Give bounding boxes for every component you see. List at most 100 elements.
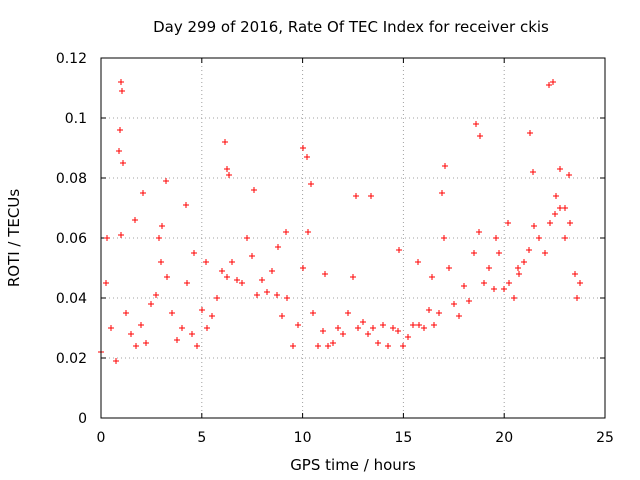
data-point [431,322,437,328]
data-point [380,322,386,328]
data-point [283,229,289,235]
data-point [415,259,421,265]
data-point [300,265,306,271]
data-point [506,280,512,286]
data-point [226,172,232,178]
data-point [259,277,265,283]
data-point [214,295,220,301]
data-point [222,139,228,145]
axis-tick-labels: 0 5 10 15 20 25 0 0.02 0.04 0.06 0.08 0.1 0.12 [56,51,614,446]
data-point [120,160,126,166]
data-point [567,220,573,226]
data-point [368,193,374,199]
data-point [515,265,521,271]
data-point [251,187,257,193]
data-point [451,301,457,307]
data-point [481,280,487,286]
data-point [191,250,197,256]
data-point [264,289,270,295]
data-point [304,154,310,160]
data-point [477,133,483,139]
data-point [183,202,189,208]
data-point [553,193,559,199]
data-point [562,205,568,211]
x-tick-label: 20 [495,430,513,446]
data-point [179,325,185,331]
data-point [574,295,580,301]
data-point [456,313,462,319]
data-point [194,343,200,349]
data-point [505,220,511,226]
data-point [279,313,285,319]
data-point [269,268,275,274]
x-tick-label: 10 [294,430,312,446]
data-point [436,310,442,316]
plot-frame [100,57,606,419]
y-tick-label: 0.02 [56,351,87,367]
data-point [370,325,376,331]
data-point [209,313,215,319]
data-point [491,286,497,292]
data-point [572,271,578,277]
data-point [229,259,235,265]
data-point [396,247,402,253]
data-point [441,235,447,241]
data-point [426,307,432,313]
y-tick-label: 0.04 [56,291,87,307]
data-point [557,166,563,172]
data-point [310,310,316,316]
data-point [249,253,255,259]
data-point [164,274,170,280]
data-point [421,325,427,331]
data-point [132,217,138,223]
data-point [300,145,306,151]
data-point [566,172,572,178]
data-point [516,271,522,277]
x-tick-label: 5 [197,430,206,446]
data-point [521,259,527,265]
data-point [353,193,359,199]
data-point [244,235,250,241]
data-point [308,181,314,187]
data-point [446,265,452,271]
data-point [476,229,482,235]
data-point [320,328,326,334]
data-point [295,322,301,328]
data-point [577,280,583,286]
data-point [163,178,169,184]
data-point [473,121,479,127]
data-point [189,331,195,337]
data-point [325,343,331,349]
data-point [224,166,230,172]
y-tick-label: 0.06 [56,231,87,247]
data-point [118,232,124,238]
data-point [542,250,548,256]
y-tick-label: 0 [78,411,87,427]
x-axis-label: GPS time / hours [290,456,416,474]
data-point [546,82,552,88]
data-point [274,292,280,298]
data-point [113,358,119,364]
data-point [275,244,281,250]
data-point [138,322,144,328]
y-tick-label: 0.08 [56,171,87,187]
data-point [527,130,533,136]
x-tick-label: 15 [394,430,412,446]
data-point [390,325,396,331]
data-point [416,322,422,328]
data-point [199,307,205,313]
data-point [496,250,502,256]
data-point [224,274,230,280]
data-point [153,292,159,298]
data-point [330,340,336,346]
data-point [118,79,124,85]
data-point [219,268,225,274]
data-point [322,271,328,277]
data-point [410,322,416,328]
data-point [375,340,381,346]
data-point [108,325,114,331]
data-point [429,274,435,280]
data-point [290,343,296,349]
data-point [104,235,110,241]
data-point [471,250,477,256]
